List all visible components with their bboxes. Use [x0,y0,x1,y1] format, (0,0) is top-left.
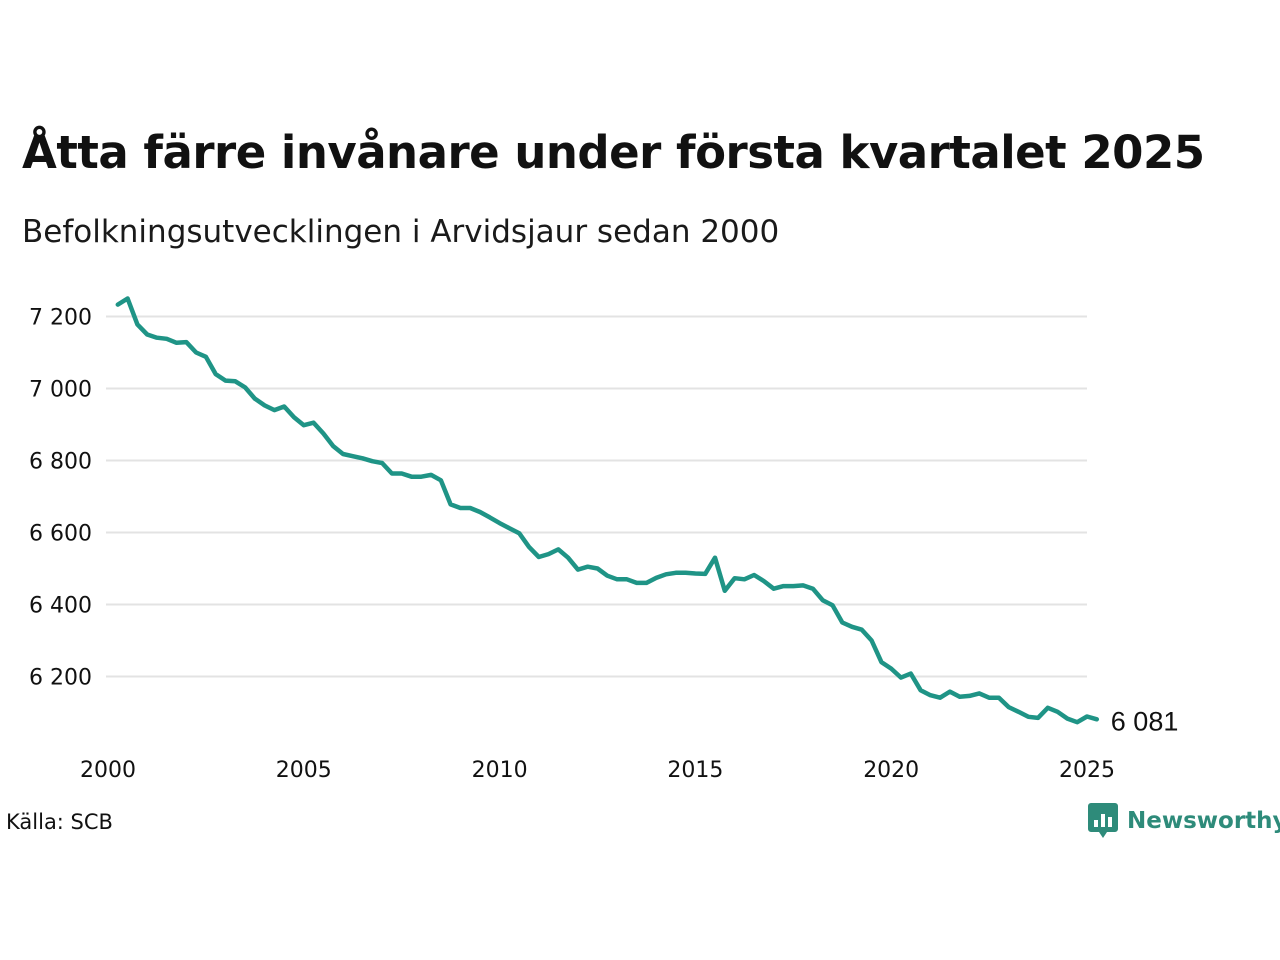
y-axis-tick-labels: 6 200 6 400 6 600 6 800 7 000 7 200 [29,306,92,691]
newsworthy-logo-icon [1088,803,1118,838]
x-tick-label: 2010 [472,758,528,783]
x-tick-label: 2020 [863,758,919,783]
x-tick-label: 2005 [276,758,332,783]
grid-lines [106,315,1087,678]
brand-logo: Newsworthy [1088,803,1280,839]
x-tick-label: 2015 [667,758,723,783]
chart-subtitle: Befolkningsutvecklingen i Arvidsjaur sed… [22,214,780,250]
x-tick-label: 2000 [80,758,136,783]
x-tick-label: 2025 [1059,758,1115,783]
y-tick-label: 7 000 [29,378,92,403]
y-tick-label: 6 200 [29,666,92,691]
series-line-population [115,296,1100,725]
brand-name: Newsworthy [1127,808,1280,834]
y-tick-label: 6 600 [29,522,92,547]
x-axis-tick-labels: 2000 2005 2010 2015 2020 2025 [80,758,1115,783]
source-note: Källa: SCB [6,810,113,834]
y-tick-label: 6 400 [29,594,92,619]
end-value-label: 6 081 [1111,706,1179,736]
y-tick-label: 6 800 [29,450,92,475]
chart-title: Åtta färre invånare under första kvartal… [22,126,1205,179]
y-tick-label: 7 200 [29,306,92,331]
